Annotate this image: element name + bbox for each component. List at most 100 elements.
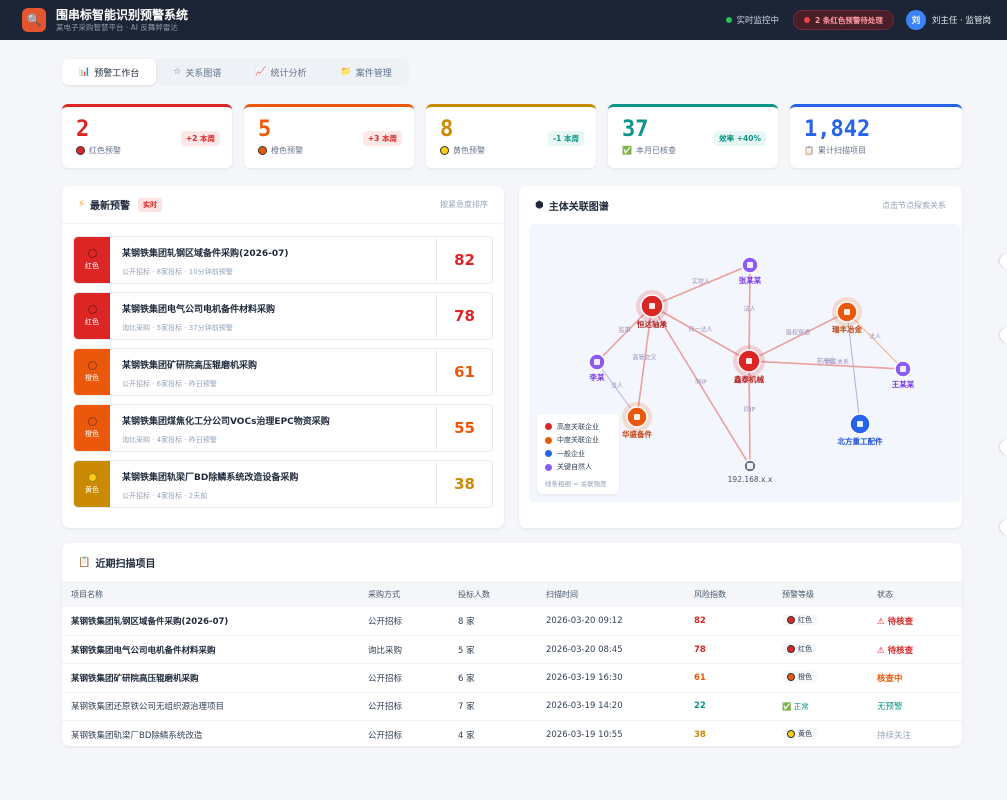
method: 公开招标 [359,663,449,693]
graph-edge [651,305,750,362]
tab-bar: 📊 预警工作台 ☆ 关系图谱 📈 统计分析 📁 案件管理 [62,59,409,85]
building-icon [844,309,850,315]
graph-node-ruifeng[interactable]: 瑞丰冶金 [832,297,862,334]
legend-item: 高度关联企业 [545,420,611,434]
stat-card-red[interactable]: 2 红色预警 +2 本周 [62,104,232,168]
graph-node-huasheng[interactable]: 华盛备件 [622,402,652,439]
table-row[interactable]: 某钢铁集团轧钢区域备件采购(2026-07) 公开招标 8 家 2026-03-… [62,607,962,636]
legend-dot-icon [545,463,552,471]
person-icon [594,359,600,365]
column-header[interactable]: 项目名称 [62,581,359,607]
level-badge: ✅ 正常 [782,701,809,711]
tab-stats[interactable]: 📈 统计分析 [238,59,323,85]
side-handle[interactable] [1000,328,1007,342]
graph-node-wang[interactable]: 王某某 [892,360,915,389]
trend-icon: 📈 [255,67,267,77]
stat-value: 1,842 [804,117,871,142]
red-alert-button[interactable]: 2 条红色预警待处理 [793,10,894,30]
edge-label: 实控人 [692,278,710,286]
graph-hint: 点击节点探索关系 [882,200,946,210]
graph-node-li[interactable]: 李某 [588,353,606,382]
graph-node-zhang[interactable]: 张某某 [739,256,762,285]
stat-card-yellow[interactable]: 8 黄色预警 -1 本周 [426,104,596,168]
bidder-count: 7 家 [449,692,537,722]
table-row[interactable]: 某钢铁集团矿研院高压辊磨机采购 公开招标 6 家 2026-03-19 16:3… [62,663,962,693]
status[interactable]: 核查中 [868,663,962,693]
building-icon [746,358,752,364]
project-name[interactable]: 某钢铁集团矿研院高压辊磨机采购 [62,663,359,693]
edge-label: 监事 [618,326,630,334]
side-handle[interactable] [1000,520,1007,534]
column-header[interactable]: 采购方式 [359,581,449,607]
graph-edge [651,305,751,467]
edge-label: 股权穿透 [786,329,810,337]
edge-label: 法人 [611,382,623,390]
column-header[interactable]: 投标人数 [449,581,537,607]
alert-item[interactable]: 橙色 某钢铁集团矿研院高压辊磨机采购 公开招标 · 6家投标 · 昨日预警 61 [73,348,493,396]
chart-icon: 📊 [79,67,91,77]
graph-edge [596,361,638,418]
scan-table-panel: 📋 近期扫描项目 项目名称 采购方式 投标人数 扫描时间 风险指数 预警等级 状态 某钢铁集团… [62,543,962,746]
graph-canvas[interactable]: 实控人 监事 同一法人 高管交叉 同IP 法人 股权穿透 前高管 同IP 法人 法人 供应关系 恒达轴承… [529,224,961,502]
status[interactable]: 无预警 [868,692,962,722]
stat-card-total[interactable]: 1,842 📋 累计扫描项目 [790,104,962,168]
project-name[interactable]: 某钢铁集团轧钢区域备件采购(2026-07) [62,607,359,636]
alert-item[interactable]: 红色 某钢铁集团轧钢区域备件采购(2026-07) 公开招标 · 8家投标 · 1… [73,236,493,284]
person-icon [747,262,753,268]
risk-score: 61 [685,663,773,693]
side-handle[interactable] [1000,254,1007,268]
scan-table: 项目名称 采购方式 投标人数 扫描时间 风险指数 预警等级 状态 某钢铁集团轧钢区域备件采购… [62,581,962,746]
scan-time: 2026-03-19 16:30 [537,663,685,693]
stat-card-checked[interactable]: 37 ✅ 本月已核查 效率 +40% [608,104,778,168]
tab-graph[interactable]: ☆ 关系图谱 [156,59,238,85]
tab-label: 统计分析 [270,68,307,79]
column-header[interactable]: 状态 [868,581,962,607]
column-header[interactable]: 风险指数 [685,581,773,607]
level-badge: 黄色 [782,728,817,741]
yellow-dot-icon [440,146,449,155]
tab-workbench[interactable]: 📊 预警工作台 [62,59,157,85]
risk-score: 82 [685,607,773,636]
table-row[interactable]: 某钢铁集团轨梁厂BD除鳞系统改造 公开招标 4 家 2026-03-19 10:… [62,720,962,746]
column-header[interactable]: 扫描时间 [537,581,685,607]
table-row[interactable]: 某钢铁集团电气公司电机备件材料采购 询比采购 5 家 2026-03-20 08… [62,635,962,665]
project-name[interactable]: 某钢铁集团还原铁公司无组织源治理项目 [62,692,359,722]
side-handle[interactable] [1000,440,1007,454]
edge-label: 高管交叉 [632,354,656,362]
column-header[interactable]: 预警等级 [773,581,868,607]
graph-node-hengda[interactable]: 恒达轴承 [636,290,668,329]
stat-value: 5 [258,117,272,142]
graph-node-ip[interactable]: 192.168.x.x [728,459,773,484]
graph-node-xintai[interactable]: 鑫泰机械 [733,345,765,384]
table-row[interactable]: 某钢铁集团还原铁公司无组织源治理项目 公开招标 7 家 2026-03-19 1… [62,692,962,722]
edge-label: 同IP [695,379,707,386]
stat-value: 2 [76,117,90,142]
edge-label: 同IP [744,407,756,414]
alert-item[interactable]: 黄色 某钢铁集团轨梁厂BD除鳞系统改造设备采购 公开招标 · 4家投标 · 2天前… [73,460,493,508]
stat-card-orange[interactable]: 5 橙色预警 +3 本周 [244,104,414,168]
alert-item[interactable]: 橙色 某钢铁集团煤焦化工分公司VOCs治理EPC物资采购 询比采购 · 4家投标 … [73,404,493,452]
alert-item[interactable]: 红色 某钢铁集团电气公司电机备件材料采购 询比采购 · 5家投标 · 37分钟前预… [73,292,493,340]
stat-label: 本月已核查 [635,146,676,155]
graph-edge [651,264,751,307]
graph-node-beifang[interactable]: 北方重工配件 [838,413,883,446]
legend-dot-icon [545,436,552,444]
sort-hint[interactable]: 按紧急度排序 [440,200,488,209]
user-name[interactable]: 刘主任 · 监管岗 [931,16,991,26]
status[interactable]: 持续关注 [868,720,962,746]
tab-label: 预警工作台 [94,68,140,79]
edge-label: 同一法人 [688,326,712,334]
status[interactable]: ⚠ 待核查 [868,635,962,665]
tab-cases[interactable]: 📁 案件管理 [324,59,409,85]
status[interactable]: ⚠ 待核查 [868,607,962,636]
avatar[interactable]: 刘 [905,10,926,30]
project-name[interactable]: 某钢铁集团轨梁厂BD除鳞系统改造 [62,720,359,746]
building-icon [634,414,640,420]
graph-edge [846,311,861,425]
project-name[interactable]: 某钢铁集团电气公司电机备件材料采购 [62,635,359,665]
edge-label: 法人 [869,333,881,341]
alert-level: 橙色 [74,405,110,451]
method: 公开招标 [359,720,449,746]
stat-value: 8 [440,117,454,142]
